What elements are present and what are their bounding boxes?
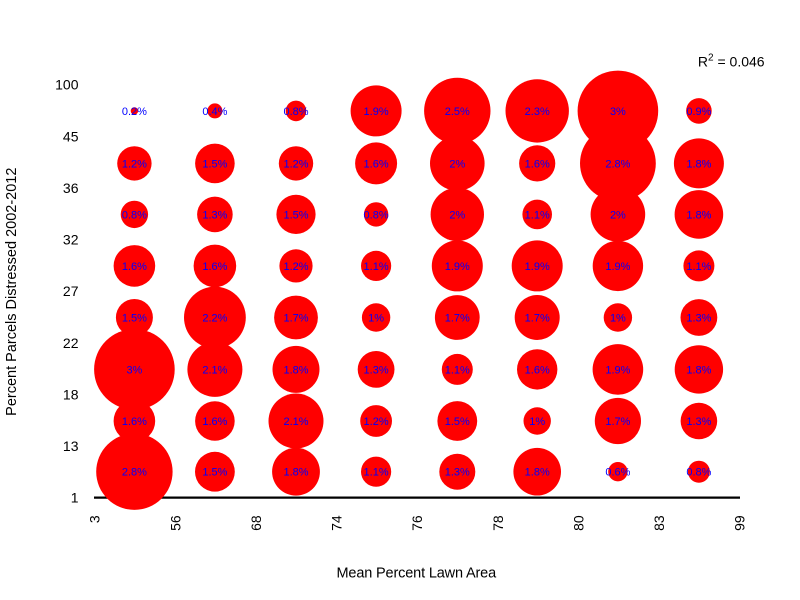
svg-text:0.4%: 0.4%: [202, 106, 227, 118]
svg-text:1.5%: 1.5%: [445, 416, 470, 428]
svg-text:3%: 3%: [610, 106, 626, 118]
svg-text:1.6%: 1.6%: [122, 416, 147, 428]
svg-text:45: 45: [63, 128, 79, 144]
svg-text:22: 22: [63, 335, 79, 351]
svg-text:Percent Parcels Distressed 200: Percent Parcels Distressed 2002-2012: [4, 168, 20, 416]
svg-text:0.8%: 0.8%: [364, 209, 389, 221]
svg-text:1.1%: 1.1%: [525, 209, 550, 221]
svg-text:1.8%: 1.8%: [686, 158, 711, 170]
svg-text:1.8%: 1.8%: [686, 364, 711, 376]
svg-text:1.3%: 1.3%: [445, 467, 470, 479]
svg-text:99: 99: [732, 515, 748, 531]
svg-text:1.5%: 1.5%: [202, 158, 227, 170]
svg-text:1.8%: 1.8%: [283, 467, 308, 479]
svg-text:1.3%: 1.3%: [686, 416, 711, 428]
svg-text:27: 27: [63, 283, 79, 299]
svg-text:83: 83: [651, 515, 667, 531]
svg-text:2%: 2%: [449, 209, 465, 221]
svg-text:1.2%: 1.2%: [283, 158, 308, 170]
svg-text:1.5%: 1.5%: [122, 313, 147, 325]
svg-text:1.7%: 1.7%: [283, 313, 308, 325]
svg-text:Mean Percent Lawn Area: Mean Percent Lawn Area: [336, 566, 497, 582]
svg-text:76: 76: [409, 515, 425, 531]
svg-text:2.1%: 2.1%: [283, 416, 308, 428]
svg-text:2%: 2%: [610, 209, 626, 221]
svg-text:13: 13: [63, 438, 79, 454]
svg-text:68: 68: [248, 515, 264, 531]
svg-text:56: 56: [167, 515, 183, 531]
svg-text:1.5%: 1.5%: [283, 209, 308, 221]
svg-text:0.8%: 0.8%: [686, 467, 711, 479]
svg-text:1.2%: 1.2%: [283, 261, 308, 273]
svg-text:0.6%: 0.6%: [605, 467, 630, 479]
svg-text:R2 = 0.046: R2 = 0.046: [698, 52, 765, 69]
svg-text:1.3%: 1.3%: [686, 313, 711, 325]
svg-text:1.1%: 1.1%: [686, 261, 711, 273]
svg-text:1%: 1%: [368, 313, 384, 325]
svg-text:0.8%: 0.8%: [122, 209, 147, 221]
svg-text:1.5%: 1.5%: [202, 467, 227, 479]
svg-text:1.7%: 1.7%: [605, 416, 630, 428]
svg-text:1.2%: 1.2%: [122, 158, 147, 170]
svg-text:3%: 3%: [126, 364, 142, 376]
svg-text:2.3%: 2.3%: [525, 106, 550, 118]
svg-text:1.1%: 1.1%: [364, 467, 389, 479]
svg-text:1: 1: [71, 490, 79, 506]
svg-text:1.9%: 1.9%: [605, 261, 630, 273]
svg-text:2.5%: 2.5%: [445, 106, 470, 118]
svg-text:1%: 1%: [529, 416, 545, 428]
svg-text:1.1%: 1.1%: [445, 364, 470, 376]
svg-text:1.9%: 1.9%: [445, 261, 470, 273]
svg-text:1.2%: 1.2%: [364, 416, 389, 428]
svg-text:3: 3: [87, 515, 103, 523]
svg-text:1.3%: 1.3%: [364, 364, 389, 376]
svg-text:78: 78: [490, 515, 506, 531]
svg-text:1.9%: 1.9%: [605, 364, 630, 376]
svg-text:1.6%: 1.6%: [525, 158, 550, 170]
svg-text:1.7%: 1.7%: [525, 313, 550, 325]
svg-text:1%: 1%: [610, 313, 626, 325]
svg-text:1.9%: 1.9%: [364, 106, 389, 118]
svg-text:1.6%: 1.6%: [364, 158, 389, 170]
svg-text:0.9%: 0.9%: [686, 106, 711, 118]
svg-text:1.6%: 1.6%: [202, 416, 227, 428]
svg-text:1.8%: 1.8%: [283, 364, 308, 376]
svg-text:2.8%: 2.8%: [605, 158, 630, 170]
svg-text:80: 80: [571, 515, 587, 531]
svg-text:2.2%: 2.2%: [202, 313, 227, 325]
svg-text:2%: 2%: [449, 158, 465, 170]
svg-text:1.6%: 1.6%: [202, 261, 227, 273]
svg-text:0.2%: 0.2%: [122, 106, 147, 118]
svg-text:1.6%: 1.6%: [122, 261, 147, 273]
svg-text:2.8%: 2.8%: [122, 467, 147, 479]
svg-text:1.1%: 1.1%: [364, 261, 389, 273]
svg-text:74: 74: [329, 515, 345, 531]
svg-text:100: 100: [55, 77, 79, 93]
svg-text:2.1%: 2.1%: [202, 364, 227, 376]
svg-text:1.8%: 1.8%: [525, 467, 550, 479]
svg-text:0.8%: 0.8%: [283, 106, 308, 118]
svg-text:18: 18: [63, 387, 79, 403]
svg-text:36: 36: [63, 180, 79, 196]
svg-text:1.6%: 1.6%: [525, 364, 550, 376]
svg-text:1.7%: 1.7%: [445, 313, 470, 325]
svg-text:32: 32: [63, 232, 79, 248]
svg-text:1.9%: 1.9%: [525, 261, 550, 273]
svg-text:1.8%: 1.8%: [686, 209, 711, 221]
svg-text:1.3%: 1.3%: [202, 209, 227, 221]
